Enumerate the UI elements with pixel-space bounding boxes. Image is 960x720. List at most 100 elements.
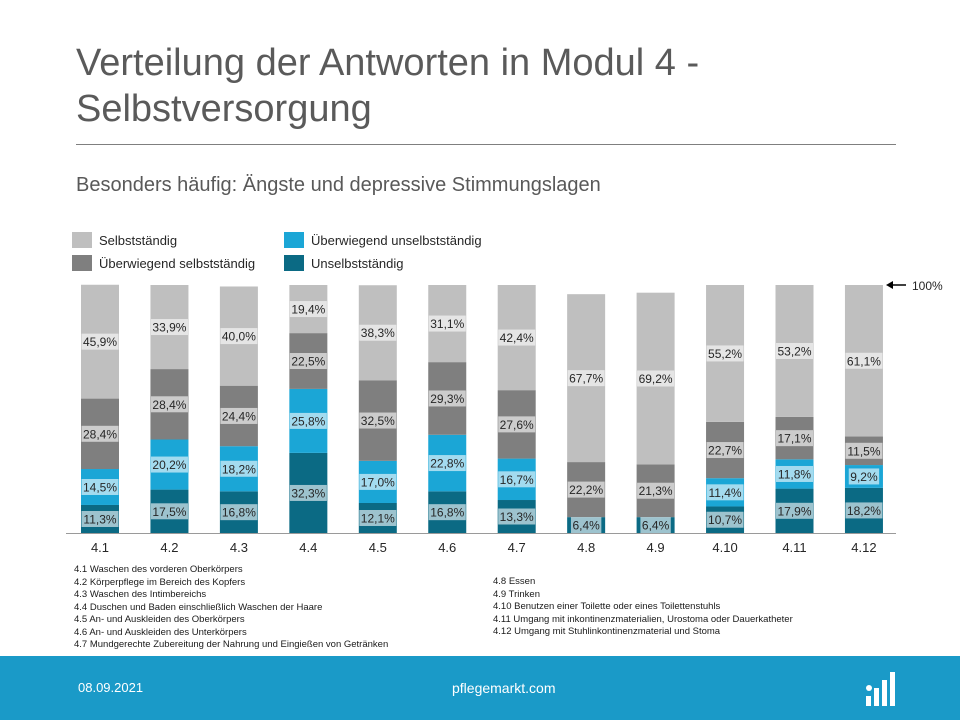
data-label-box — [289, 301, 327, 318]
data-label: 16,7% — [500, 473, 534, 487]
note-line: 4.6 An- und Auskleiden des Unterkörpers — [74, 626, 247, 638]
data-label-box — [845, 502, 883, 519]
x-tick-label: 4.11 — [782, 540, 806, 555]
legend-label: Selbstständig — [99, 232, 178, 248]
data-label: 22,5% — [291, 355, 325, 369]
data-label-box — [567, 370, 605, 387]
legend-item-unselbststaendig: Unselbstständig — [284, 255, 404, 271]
legend-item-selbststaendig: Selbstständig — [72, 232, 177, 248]
data-label: 18,2% — [222, 462, 256, 476]
data-label-box — [706, 484, 744, 501]
footer-brand: pflegemarkt.com — [452, 680, 556, 696]
data-label-box — [81, 478, 119, 495]
data-label-box — [845, 352, 883, 369]
reference-label: 100% — [912, 279, 943, 293]
legend-label: Überwiegend selbstständig — [99, 255, 256, 271]
data-label-box — [570, 517, 602, 534]
data-label: 67,7% — [569, 372, 603, 386]
data-label: 17,1% — [777, 432, 811, 446]
category-notes-right: 4.8 Essen 4.9 Trinken 4.10 Benutzen eine… — [493, 576, 793, 639]
data-label-box — [81, 333, 119, 350]
data-label: 12,1% — [361, 511, 395, 525]
data-label-box — [640, 517, 671, 534]
x-tick-label: 4.9 — [647, 540, 665, 555]
data-label-box — [848, 468, 880, 485]
legend-label: Unselbstständig — [311, 255, 404, 271]
data-label-box — [220, 407, 258, 424]
x-tick-label: 4.1 — [91, 540, 109, 555]
data-label: 28,4% — [83, 427, 117, 441]
data-label: 16,8% — [222, 506, 256, 520]
x-tick-label: 4.8 — [577, 540, 595, 555]
data-label-box — [220, 504, 258, 521]
page-title: Verteilung der Antworten in Modul 4 - Se… — [76, 42, 700, 130]
note-line: 4.10 Benutzen einer Toilette oder eines … — [493, 601, 721, 612]
data-label-box — [498, 471, 536, 488]
data-label-box — [498, 416, 536, 433]
data-label-box — [637, 482, 675, 499]
x-tick-label: 4.4 — [299, 540, 317, 555]
legend-item-ueberwiegend-unselbststaendig: Überwiegend unselbstständig — [284, 232, 482, 248]
data-label-box — [776, 465, 813, 482]
data-label-box — [81, 510, 119, 527]
data-label-box — [428, 390, 466, 407]
data-label-box — [289, 412, 327, 429]
x-tick-label: 4.5 — [369, 540, 387, 555]
data-label: 32,3% — [291, 486, 325, 500]
data-label: 18,2% — [847, 504, 881, 518]
data-label-box — [637, 370, 675, 387]
x-tick-label: 4.3 — [230, 540, 248, 555]
data-label-box — [706, 345, 744, 362]
data-label: 29,3% — [430, 392, 464, 406]
x-tick-label: 4.12 — [851, 540, 876, 555]
data-label-box — [845, 442, 883, 459]
data-label: 16,8% — [430, 506, 464, 520]
data-label-box — [776, 342, 813, 359]
data-label: 11,5% — [847, 444, 880, 458]
data-label: 20,2% — [152, 458, 186, 472]
stacked-bar-chart: 4.1 4.2 4.3 4.4 4.5 4.6 4.7 4.8 4.9 4.10 4.11 4.12 1… — [66, 279, 943, 555]
note-line: 4.3 Waschen des Intimbereichs — [74, 589, 207, 600]
data-label-box — [498, 329, 536, 346]
category-notes-left: 4.1 Waschen des vorderen Oberkörpers 4.2… — [74, 564, 388, 652]
data-label: 61,1% — [847, 354, 881, 368]
note-line: 4.7 Mundgerechte Zubereitung der Nahrung… — [74, 639, 389, 650]
data-label: 14,5% — [83, 480, 117, 494]
legend-item-ueberwiegend-selbststaendig: Überwiegend selbstständig — [72, 255, 255, 271]
data-label: 31,1% — [430, 317, 464, 331]
title-divider — [76, 144, 896, 145]
data-label: 10,7% — [708, 513, 742, 527]
legend-label: Überwiegend unselbstständig — [311, 232, 482, 248]
data-label: 11,4% — [708, 486, 741, 500]
reference-arrowhead-icon — [886, 281, 893, 289]
data-label-box — [359, 412, 397, 429]
data-label: 17,0% — [361, 475, 395, 489]
brand-logo-icon — [866, 672, 895, 706]
data-label: 6,4% — [572, 519, 600, 533]
data-label: 13,3% — [500, 510, 534, 524]
data-label-box — [220, 328, 258, 345]
data-label-box — [498, 508, 536, 525]
data-label: 17,9% — [777, 504, 811, 518]
data-label: 24,4% — [222, 409, 256, 423]
data-label-box — [428, 455, 466, 472]
data-label-box — [150, 396, 188, 413]
footer-bar: 08.09.2021 pflegemarkt.com — [0, 656, 960, 720]
data-label-box — [428, 504, 466, 521]
x-tick-label: 4.6 — [438, 540, 456, 555]
data-label: 53,2% — [777, 344, 811, 358]
data-label: 69,2% — [639, 372, 673, 386]
data-label-box — [428, 315, 466, 332]
data-label-box — [150, 503, 188, 520]
data-label: 9,2% — [850, 470, 878, 484]
note-line: 4.12 Umgang mit Stuhlinkontinenzmaterial… — [493, 626, 721, 637]
data-label: 11,3% — [83, 512, 116, 526]
data-label: 27,6% — [500, 418, 534, 432]
page-subtitle: Besonders häufig: Ängste und depressive … — [76, 174, 601, 196]
note-line: 4.8 Essen — [493, 576, 536, 587]
legend-swatch — [284, 255, 304, 271]
data-label: 6,4% — [642, 519, 670, 533]
data-label: 28,4% — [152, 398, 186, 412]
note-line: 4.1 Waschen des vorderen Oberkörpers — [74, 564, 243, 575]
note-line: 4.9 Trinken — [493, 588, 540, 600]
